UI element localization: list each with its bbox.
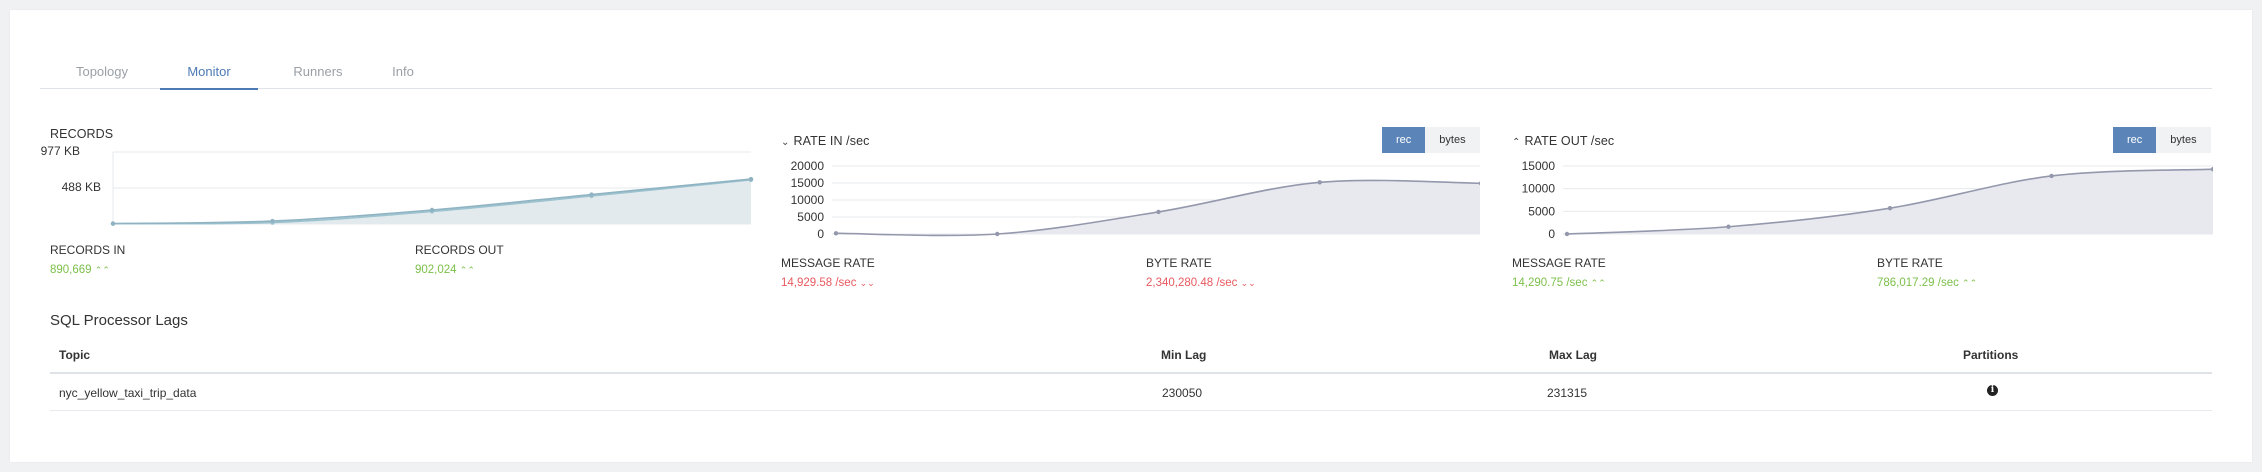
records-out-point-2 (429, 207, 435, 213)
records-out-point-4 (748, 176, 754, 182)
tab-monitor[interactable]: Monitor (160, 64, 258, 90)
records-out-point-0 (110, 221, 116, 226)
header-partitions: Partitions (1963, 348, 2019, 362)
rate-out-rec-button[interactable]: rec (2113, 127, 2157, 153)
rate-out-bytes-button[interactable]: bytes (2156, 127, 2211, 153)
records-out-point-1 (270, 218, 275, 224)
rate-in-bytes-button[interactable]: bytes (1425, 127, 1480, 153)
double-chevron-up-icon: ⌃ (1512, 137, 1521, 148)
rate-out-byte-number: 786,017.29 /sec (1877, 277, 1959, 289)
header-topic: Topic (59, 348, 91, 362)
rate-out-chart: 15000 10000 5000 0 (1522, 159, 2213, 240)
tab-runners[interactable]: Runners (293, 64, 343, 79)
rate-in-byte-label: BYTE RATE (1146, 256, 1212, 270)
rate-out-area (1567, 169, 2213, 234)
rate-out-toggle: rec bytes (2113, 127, 2211, 153)
records-in-value: 890,669 ⌃⌃ (50, 264, 110, 276)
rate-in-tick-0: 20000 (791, 159, 825, 173)
rate-in-message-value: 14,929.58 /sec ⌄⌄ (781, 277, 875, 289)
rate-out-tick-0: 15000 (1522, 159, 1556, 173)
records-in-label: RECORDS IN (50, 243, 126, 257)
rate-out-point-0 (1564, 231, 1570, 237)
lags-title: SQL Processor Lags (50, 312, 188, 329)
rate-out-tick-1: 10000 (1522, 182, 1556, 196)
rate-in-area (836, 180, 1480, 236)
rate-in-tick-3: 5000 (797, 210, 824, 224)
rate-in-point-3 (1317, 180, 1322, 185)
tab-info[interactable]: Info (392, 64, 414, 79)
lags-table-header: Topic Min Lag Max Lag Partitions (50, 336, 2212, 374)
rate-in-rec-button[interactable]: rec (1382, 127, 1426, 153)
dashboard-card (10, 10, 2252, 462)
tab-bar: Topology Monitor Runners Info (40, 54, 2212, 90)
rate-out-message-value: 14,290.75 /sec ⌃⌃ (1512, 277, 1606, 289)
rate-in-point-1 (995, 231, 1000, 237)
table-row: nyc_yellow_taxi_trip_data 230050 231315 … (50, 374, 2212, 411)
info-circle-icon[interactable]: i (1987, 385, 1998, 396)
rate-out-title-text: RATE OUT /sec (1524, 134, 1615, 148)
rate-out-byte-value: 786,017.29 /sec ⌃⌃ (1877, 277, 1977, 289)
rate-out-title: ⌃ RATE OUT /sec (1512, 134, 1614, 148)
records-tick-1: 488 KB (62, 180, 101, 194)
rate-in-chart: 20000 15000 10000 5000 0 (791, 159, 1480, 240)
double-chevron-up-icon: ⌃⌃ (459, 265, 475, 275)
rate-in-title-text: RATE IN /sec (793, 134, 870, 148)
rate-in-toggle: rec bytes (1382, 127, 1480, 153)
rate-in-message-label: MESSAGE RATE (781, 256, 875, 270)
tab-topology[interactable]: Topology (75, 64, 129, 79)
records-chart: 977 KB 488 KB (41, 144, 754, 226)
rate-out-tick-2: 5000 (1528, 204, 1555, 218)
row-topic: nyc_yellow_taxi_trip_data (59, 386, 197, 400)
double-chevron-up-icon: ⌃⌃ (94, 265, 110, 275)
rate-out-point-2 (1887, 205, 1893, 211)
double-chevron-down-icon: ⌄⌄ (859, 278, 875, 288)
header-max-lag: Max Lag (1549, 348, 1598, 362)
records-title: RECORDS (50, 127, 114, 141)
rate-in-byte-number: 2,340,280.48 /sec (1146, 277, 1238, 289)
double-chevron-up-icon: ⌃⌃ (1962, 278, 1978, 288)
header-min-lag: Min Lag (1161, 348, 1207, 362)
double-chevron-down-icon: ⌄ (781, 137, 790, 148)
records-tick-0: 977 KB (41, 144, 80, 158)
records-out-point-3 (589, 192, 594, 197)
rate-out-point-4 (2210, 166, 2213, 172)
rate-out-point-1 (1726, 224, 1731, 229)
records-out-label: RECORDS OUT (415, 243, 504, 257)
rate-out-point-3 (2049, 173, 2054, 179)
rate-in-point-2 (1156, 209, 1161, 215)
records-out-number: 902,024 (415, 264, 457, 276)
rate-out-message-label: MESSAGE RATE (1512, 256, 1606, 270)
rate-in-byte-value: 2,340,280.48 /sec ⌄⌄ (1146, 277, 1256, 289)
records-in-area (113, 179, 751, 224)
row-max-lag: 231315 (1547, 386, 1588, 400)
rate-in-title: ⌄ RATE IN /sec (781, 134, 869, 148)
rate-out-message-number: 14,290.75 /sec (1512, 277, 1588, 289)
rate-out-tick-3: 0 (1548, 227, 1555, 240)
double-chevron-down-icon: ⌄⌄ (1240, 278, 1256, 288)
row-min-lag: 230050 (1162, 386, 1203, 400)
records-in-number: 890,669 (50, 264, 92, 276)
rate-in-message-number: 14,929.58 /sec (781, 277, 857, 289)
rate-out-byte-label: BYTE RATE (1877, 256, 1943, 270)
rate-in-point-4 (1478, 181, 1480, 186)
rate-in-tick-1: 15000 (791, 176, 825, 190)
rate-in-tick-2: 10000 (791, 193, 825, 207)
rate-in-tick-4: 0 (817, 227, 824, 240)
records-out-value: 902,024 ⌃⌃ (415, 264, 475, 276)
rate-in-point-0 (833, 231, 839, 236)
double-chevron-up-icon: ⌃⌃ (1590, 278, 1606, 288)
